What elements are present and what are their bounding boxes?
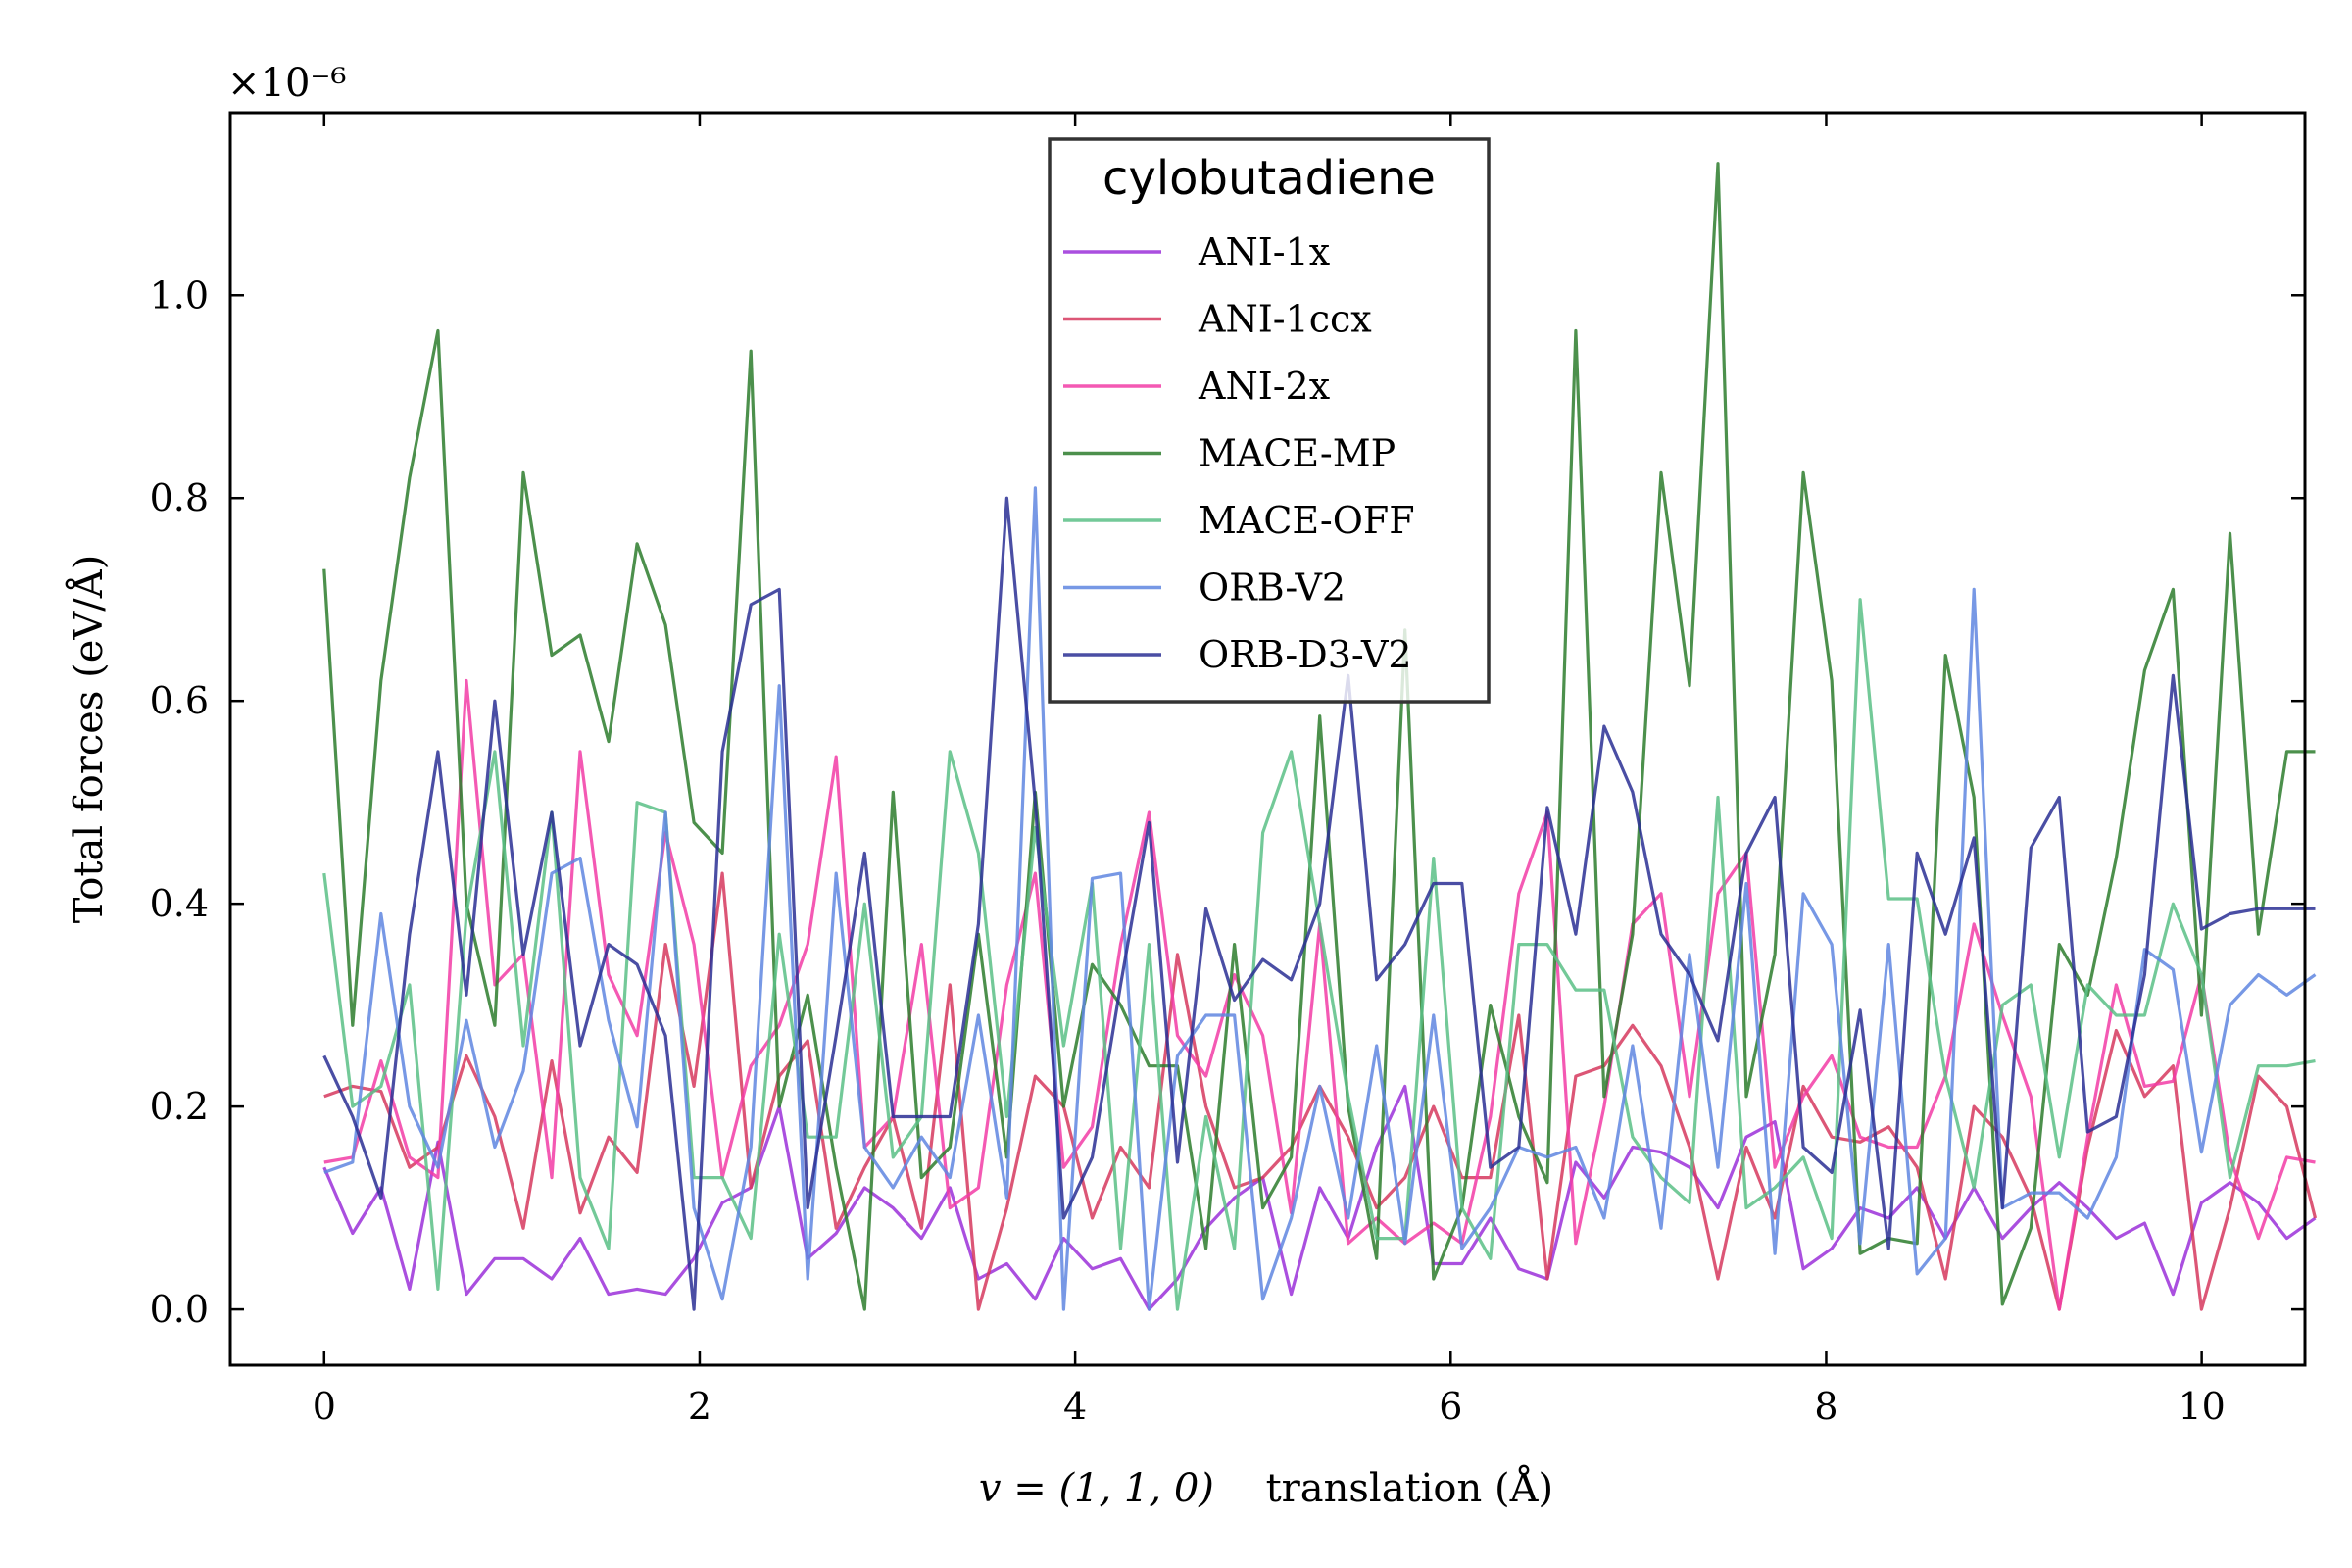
y-tick-label: 1.0 — [150, 273, 209, 317]
series-layer — [322, 162, 2318, 1311]
series-line-ani-1x — [322, 1084, 2317, 1311]
plot-frame — [228, 111, 2307, 1367]
x-tick-label: 10 — [2178, 1385, 2225, 1428]
series-line-mace-off — [322, 598, 2316, 1311]
x-axis-label: v = (1, 1, 0) translation (Å) — [979, 1465, 1553, 1511]
legend-label-orb-v2: ORB-V2 — [1199, 566, 1346, 610]
legend-label-ani-2x: ANI-2x — [1198, 365, 1330, 408]
series-line-orb-v2 — [323, 486, 2317, 1311]
x-tick-label: 2 — [688, 1385, 711, 1428]
x-tick-label: 0 — [313, 1385, 336, 1428]
legend-label-ani-1x: ANI-1x — [1198, 230, 1330, 273]
y-tick-label: 0.4 — [150, 882, 209, 925]
y-tick-label: 0.6 — [150, 679, 209, 722]
legend-label-mace-mp: MACE-MP — [1199, 432, 1396, 475]
ticks-layer: 0 2 4 6 8 10 0.0 0.2 0.4 0.6 0.8 1.0 — [150, 113, 2305, 1428]
y-tick-label: 0.8 — [150, 476, 209, 519]
series-line-orb-d3-v2 — [322, 496, 2316, 1311]
y-tick-label: 0.2 — [150, 1085, 209, 1128]
y-tick-label: 0.0 — [150, 1288, 209, 1331]
x-tick-label: 4 — [1063, 1385, 1087, 1428]
legend-label-mace-off: MACE-OFF — [1199, 499, 1415, 542]
legend-label-ani-1ccx: ANI-1ccx — [1198, 298, 1372, 341]
y-offset-label: ×10⁻⁶ — [227, 61, 347, 106]
legend: cylobutadiene ANI-1x ANI-1ccx ANI-2x MACE-M… — [1048, 137, 1491, 704]
x-axis-label-math: v = (1, 1, 0) — [979, 1466, 1214, 1511]
legend-box — [1048, 137, 1491, 704]
y-axis-label: Total forces (eV/Å) — [66, 555, 112, 924]
x-tick-label: 6 — [1439, 1385, 1462, 1428]
legend-items: ANI-1x ANI-1ccx ANI-2x MACE-MP MACE-OFF ORB-V… — [1063, 230, 1415, 676]
legend-label-orb-d3-v2: ORB-D3-V2 — [1199, 633, 1412, 676]
x-axis-label-text: translation (Å) — [1266, 1465, 1554, 1511]
legend-title: cylobutadiene — [1102, 151, 1436, 206]
x-tick-label: 8 — [1814, 1385, 1838, 1428]
